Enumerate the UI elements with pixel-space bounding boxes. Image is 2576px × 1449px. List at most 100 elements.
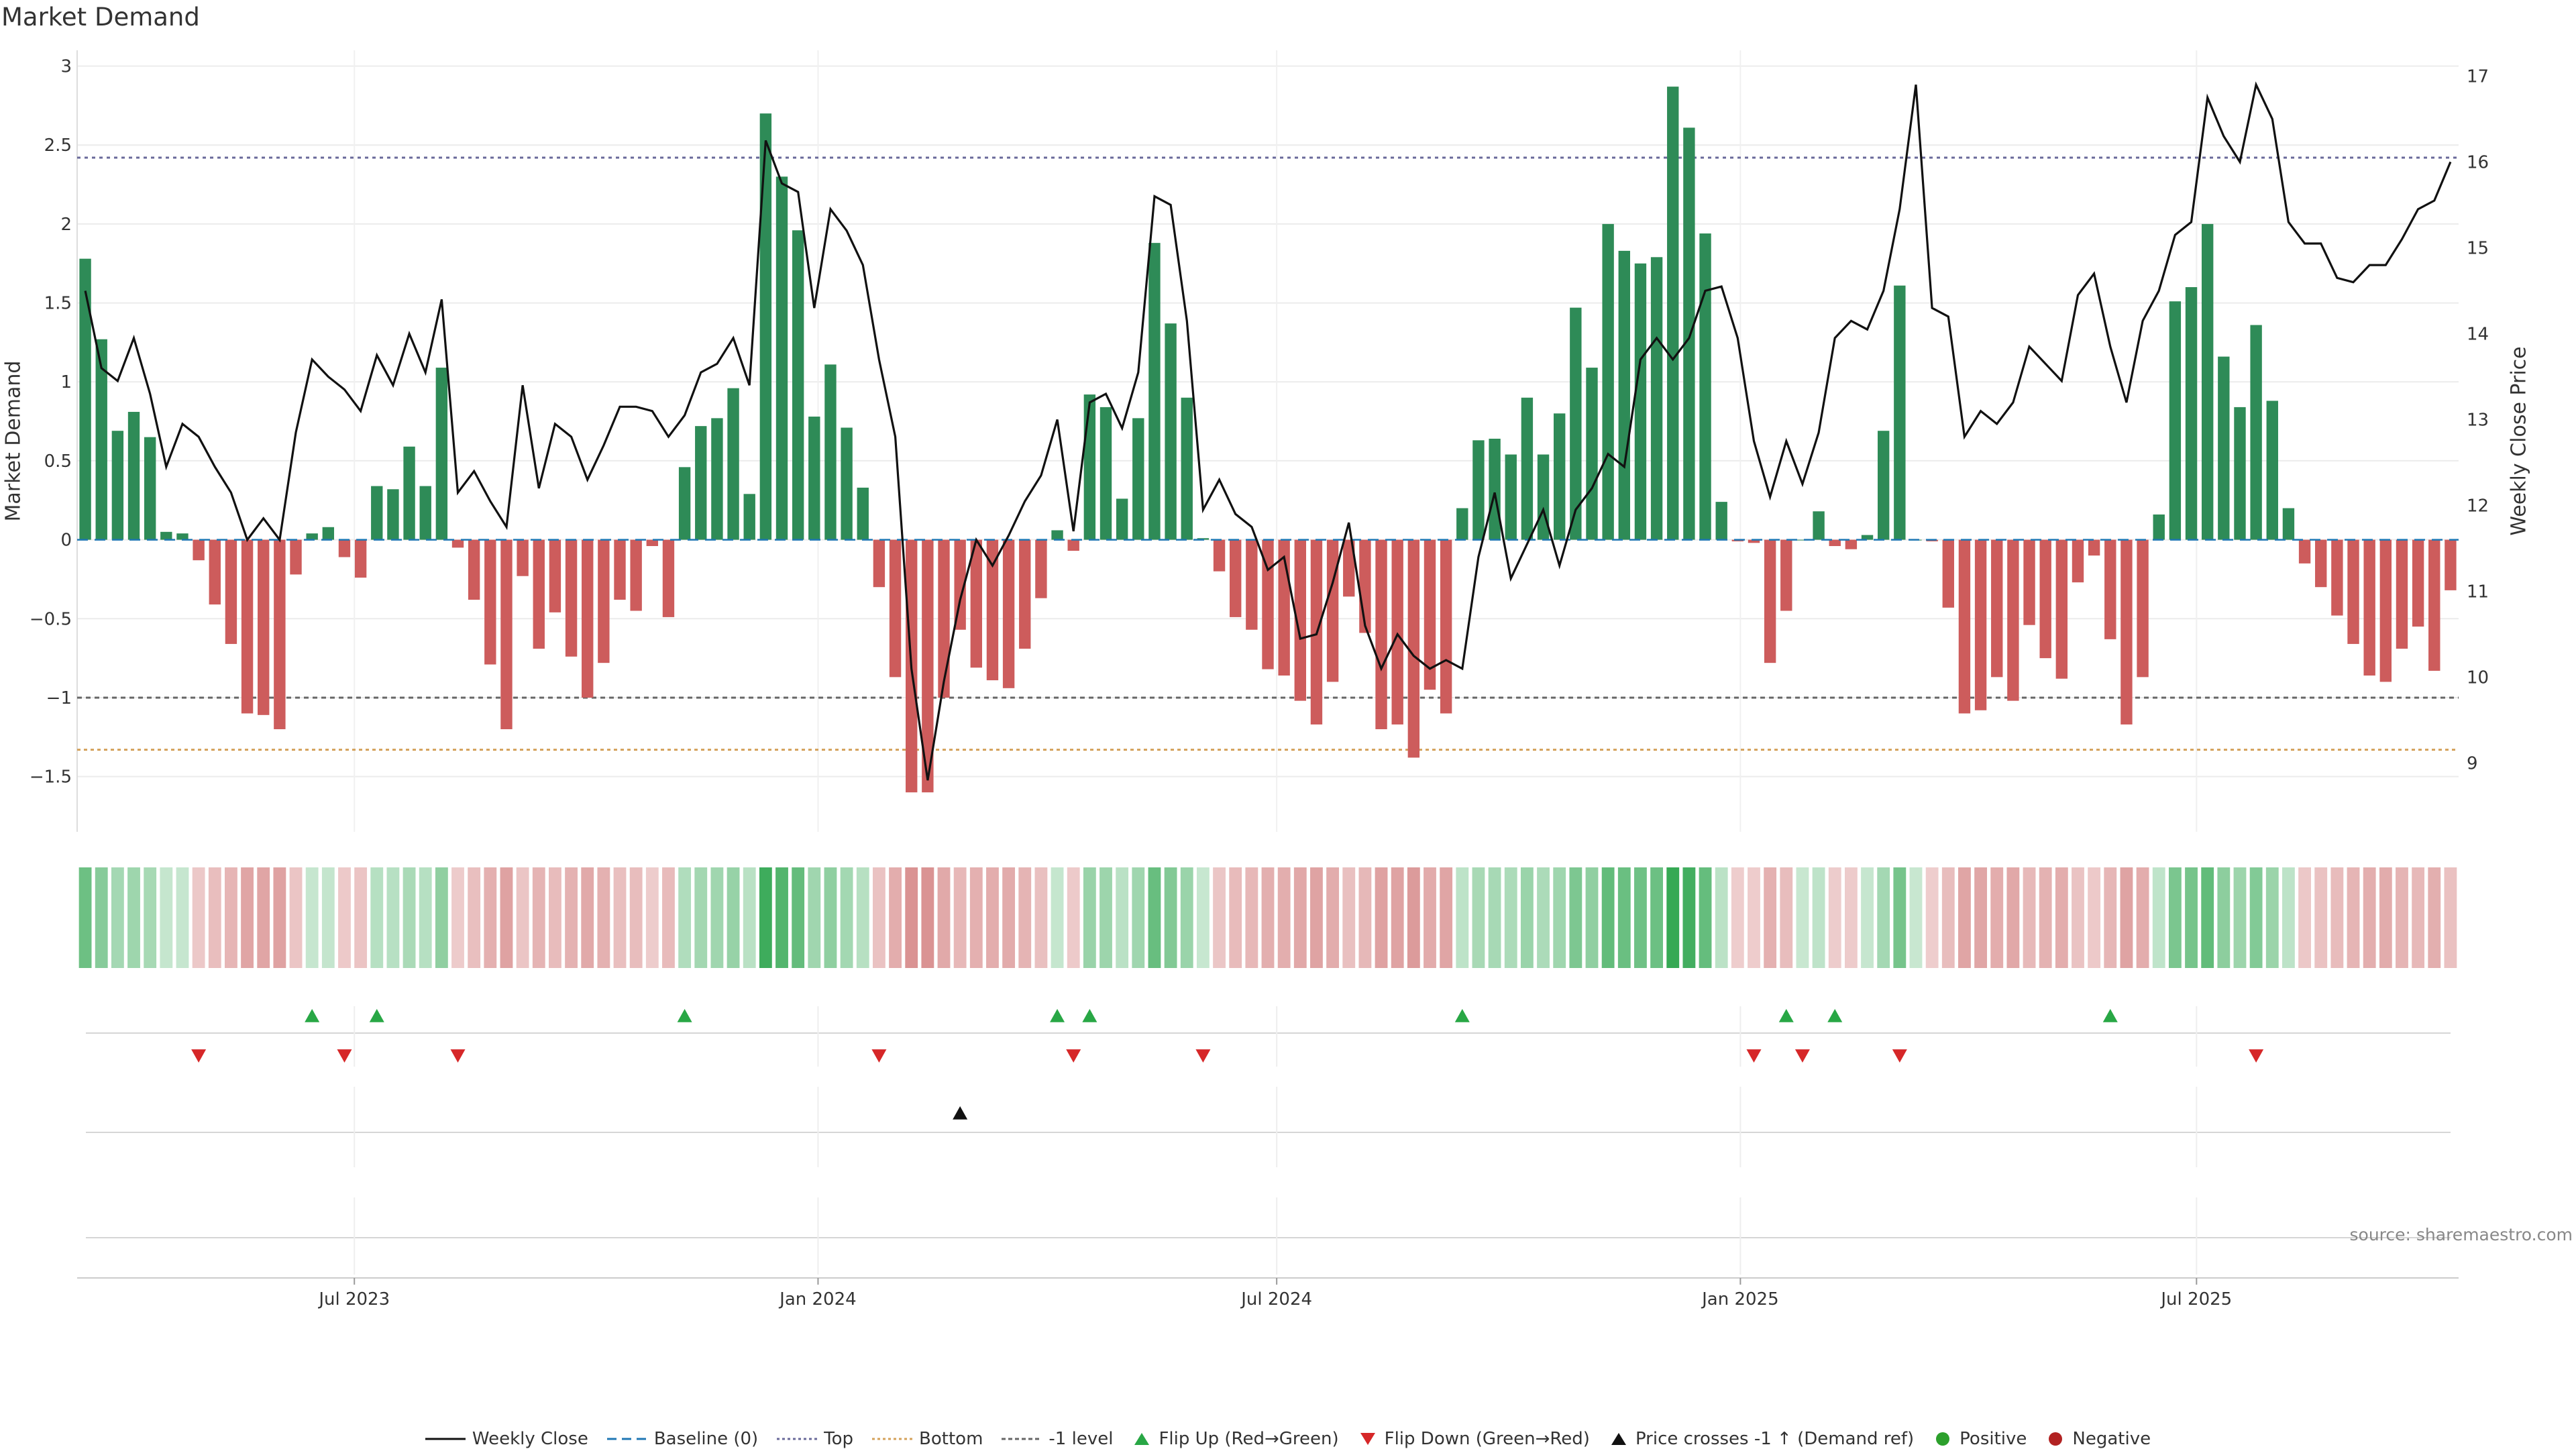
heat-cell	[856, 867, 869, 968]
heat-cell	[1974, 867, 1988, 968]
heat-cell	[1407, 867, 1420, 968]
demand-bar	[1002, 539, 1015, 688]
demand-bar	[225, 539, 237, 644]
heat-cell	[678, 867, 692, 968]
heat-cell	[921, 867, 934, 968]
demand-bar	[1294, 539, 1306, 701]
triangle-up-icon	[1611, 1433, 1626, 1445]
heat-cell	[986, 867, 999, 968]
legend-flip-down-label: Flip Down (Green→Red)	[1384, 1429, 1590, 1449]
flip-up-marker	[1778, 1009, 1794, 1022]
demand-bar	[1181, 397, 1193, 540]
demand-bar	[662, 539, 675, 617]
heat-cell	[1116, 867, 1129, 968]
demand-bar	[1343, 539, 1355, 597]
demand-bar	[2331, 539, 2343, 616]
heat-cell	[694, 867, 708, 968]
heat-cell	[273, 867, 286, 968]
demand-bar	[1845, 539, 1858, 549]
grid	[76, 50, 2459, 832]
heat-cell	[1617, 867, 1631, 968]
flip-up-marker	[369, 1009, 384, 1022]
heat-cell	[824, 867, 837, 968]
heat-cell	[629, 867, 643, 968]
heat-cell	[1601, 867, 1615, 968]
heat-cell	[257, 867, 270, 968]
reference-lines	[77, 156, 2459, 751]
heat-cell	[2152, 867, 2165, 968]
demand-bar	[160, 531, 172, 540]
heat-cell	[1342, 867, 1356, 968]
left-axis-ticks: 3 2.5 2 1.5 1 0.5 0 −0.5 −1 −1.5	[30, 57, 72, 788]
heat-cell	[176, 867, 189, 968]
heat-cell	[2363, 867, 2376, 968]
heat-cell	[743, 867, 756, 968]
legend-dotted-icon	[777, 1438, 818, 1440]
demand-bar	[274, 539, 286, 730]
legend-minus1-label: -1 level	[1049, 1429, 1114, 1449]
demand-bar	[2250, 325, 2262, 540]
flip-down-marker	[871, 1049, 887, 1063]
heat-cell	[1748, 867, 1760, 968]
demand-bar	[1942, 539, 1954, 608]
heat-cell	[2428, 867, 2441, 968]
demand-bar	[2428, 539, 2440, 671]
demand-bar	[1634, 263, 1647, 540]
heat-cell	[2201, 867, 2214, 968]
demand-bar	[2234, 407, 2246, 540]
legend-cross: Price crosses -1 ↑ (Demand ref)	[1609, 1429, 1914, 1449]
triangle-up-icon	[1134, 1433, 1150, 1445]
demand-bar	[1326, 539, 1339, 682]
heat-cell	[1002, 867, 1016, 968]
y2-tick-label: 17	[2467, 66, 2489, 87]
demand-bar	[630, 539, 642, 611]
demand-bar	[144, 437, 156, 540]
y-tick-label: 1.5	[44, 294, 72, 314]
circle-icon	[1936, 1432, 1950, 1446]
demand-bar	[2363, 539, 2375, 676]
heat-cell	[1148, 867, 1161, 968]
legend-line-icon	[425, 1438, 466, 1440]
heat-cell	[1569, 867, 1582, 968]
demand-bar	[1958, 539, 1971, 714]
heat-cell	[1213, 867, 1226, 968]
legend-cross-label: Price crosses -1 ↑ (Demand ref)	[1635, 1429, 1915, 1449]
flip-down-marker	[1195, 1049, 1211, 1063]
heat-cell	[1958, 867, 1971, 968]
source-note: source: sharemaestro.com	[2349, 1225, 2573, 1244]
heat-cell	[2168, 867, 2182, 968]
triangle-down-icon	[1360, 1433, 1375, 1445]
flip-up-marker	[1050, 1009, 1065, 1022]
legend-baseline: Baseline (0)	[606, 1429, 758, 1449]
heat-cell	[1456, 867, 1469, 968]
legend-flip-up: Flip Up (Red→Green)	[1132, 1429, 1339, 1449]
demand-bar	[1472, 440, 1485, 540]
heat-cell	[338, 867, 351, 968]
demand-bar	[79, 258, 91, 540]
demand-bar	[1683, 127, 1695, 540]
demand-bar	[468, 539, 480, 600]
demand-bar	[2315, 539, 2327, 588]
heat-cell	[2444, 867, 2457, 968]
demand-bar	[775, 176, 788, 540]
demand-bar	[258, 539, 270, 715]
demand-bar	[1554, 413, 1566, 540]
demand-bar	[1586, 368, 1598, 540]
demand-bar	[841, 427, 853, 540]
demand-bar	[484, 539, 496, 665]
flip-down-marker	[1892, 1049, 1907, 1063]
legend-dotted-icon	[872, 1438, 913, 1440]
demand-bar	[2347, 539, 2359, 644]
demand-bar	[1083, 394, 1096, 540]
heat-cell	[78, 867, 92, 968]
demand-bar	[1894, 285, 1906, 540]
legend-dashed-icon	[606, 1438, 647, 1440]
demand-bar	[678, 467, 691, 540]
demand-bar	[2104, 539, 2116, 639]
flip-down-marker	[337, 1049, 352, 1063]
demand-bar	[209, 539, 221, 605]
heat-cell	[402, 867, 416, 968]
heat-cell	[1844, 867, 1858, 968]
legend-weekly-close-label: Weekly Close	[472, 1429, 588, 1449]
heat-cell	[1229, 867, 1242, 968]
